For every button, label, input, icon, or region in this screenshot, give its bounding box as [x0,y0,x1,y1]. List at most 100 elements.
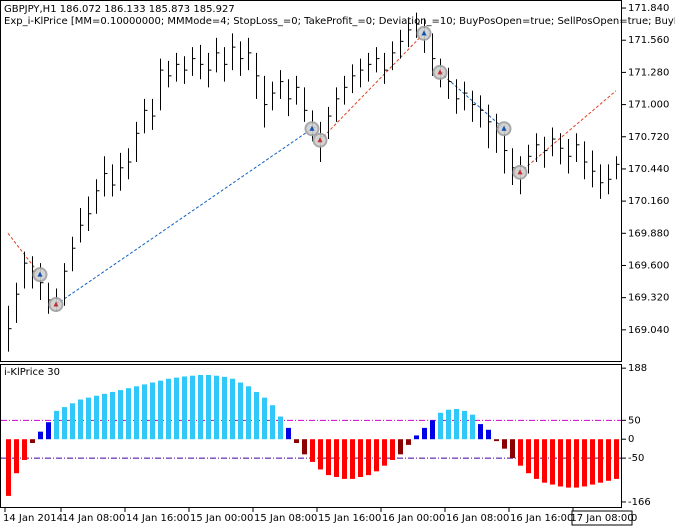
bar [206,374,211,440]
bar [190,375,195,440]
bar [262,397,267,440]
x-tick-label: 16 Jan 08:00 [446,513,509,524]
bar [78,399,83,440]
bar [174,377,179,440]
bar [606,439,611,481]
bar [54,410,59,440]
chart-title: GBPJPY,H1 186.072 186.133 185.873 185.92… [4,4,235,15]
x-tick-label: 15 Jan 00:00 [190,513,253,524]
bar [222,376,227,440]
bar [118,390,123,440]
bar [238,382,243,440]
signal-arrow [37,271,43,277]
signal-arrow [317,137,323,143]
bar [526,439,531,474]
bar [198,374,203,440]
bar [334,439,339,478]
x-tick-label: 14 Jan 08:00 [62,513,125,524]
bar [390,439,395,460]
x-tick-label: 14 Jan 16:00 [126,513,189,524]
y-tick-label: 169.320 [628,293,669,304]
bar [166,378,171,440]
bar [22,439,27,460]
bar [454,408,459,440]
main-panel [0,0,622,362]
bar [126,388,131,440]
bar [134,386,139,440]
bar [30,439,35,443]
bar [14,439,19,474]
trade-line [319,32,425,141]
cursor-label: 17 Jan 08:00 [570,513,633,524]
bar [62,407,67,440]
bar [422,427,427,440]
bar [382,439,387,466]
bar [478,424,483,440]
signal-arrow [53,301,59,307]
bar [582,439,587,487]
x-tick-label: 14 Jan 2014 [3,513,63,524]
signal-arrow [437,69,443,75]
y-tick-label: 170.720 [628,132,669,143]
y-tick-label: -166 [628,497,651,508]
bar [158,380,163,440]
bar [94,395,99,440]
bar [350,439,355,479]
bar [398,439,403,455]
bar [278,416,283,440]
x-tick-label: 16 Jan 16:00 [510,513,573,524]
bar [246,386,251,440]
signal-arrow [421,30,427,36]
x-tick-label: 15 Jan 16:00 [318,513,381,524]
signal-arrow [309,125,315,131]
bar [558,439,563,487]
bar [446,409,451,440]
bar [214,375,219,440]
y-tick-label: 171.280 [628,67,669,78]
signal-arrow [501,125,507,131]
indicator-title: i-KlPrice 30 [4,367,60,378]
bar [614,439,619,479]
bar [46,422,51,440]
bar [310,439,315,462]
bar [486,429,491,440]
bar [494,439,499,442]
y-tick-label: 188 [628,363,647,374]
x-tick-label: 15 Jan 08:00 [254,513,317,524]
bar [406,439,411,445]
bar [566,439,571,488]
bar [254,391,259,440]
bar [518,439,523,466]
bar [294,439,299,443]
bar [590,439,595,485]
y-tick-label: 169.600 [628,260,669,271]
y-tick-label: 171.560 [628,35,669,46]
bar [550,439,555,485]
bar [150,382,155,440]
bar [182,376,187,440]
bar [430,420,435,440]
bar [270,405,275,440]
bar [534,439,539,479]
bar [574,439,579,488]
bar [286,427,291,440]
bar [230,378,235,440]
y-tick-label: 170.440 [628,164,669,175]
bar [142,384,147,440]
bar [302,439,307,455]
bar [462,410,467,440]
bar [366,439,371,476]
y-tick-label: 170.160 [628,196,669,207]
signal-arrow [517,169,523,175]
bar [358,439,363,478]
y-tick-label: 169.040 [628,325,669,336]
bar [102,393,107,440]
chart-subtitle: Exp_i-KlPrice [MM=0.10000000; MMMode=4; … [4,16,675,27]
bar [414,435,419,440]
cursor-label-box [571,510,633,526]
bar [38,431,43,440]
y-tick-label: -50 [628,453,644,464]
bar [70,403,75,440]
y-tick-label: 171.840 [628,3,669,14]
